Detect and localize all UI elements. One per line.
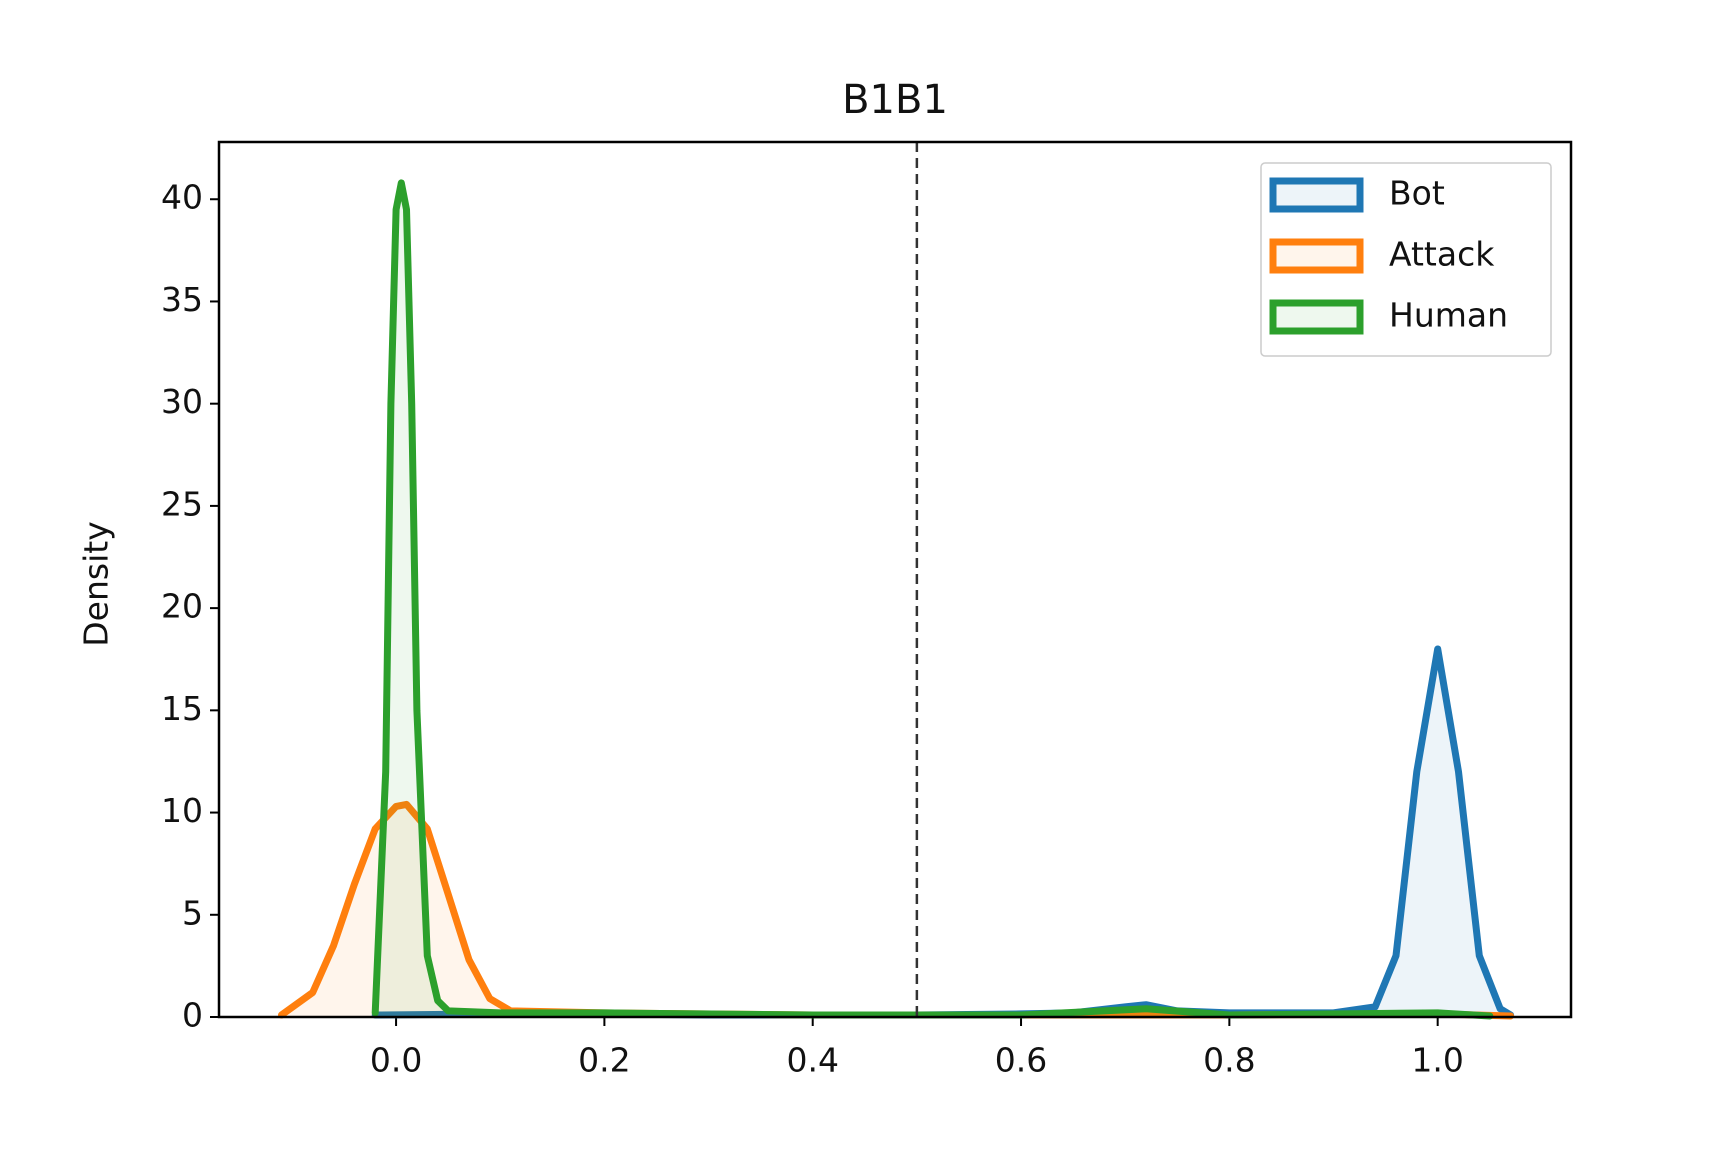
legend-label: Attack <box>1389 235 1495 274</box>
x-tick-label: 0.6 <box>995 1041 1047 1080</box>
density-line <box>371 645 1515 1019</box>
density-area <box>375 649 1511 1017</box>
legend-label: Bot <box>1389 174 1445 213</box>
y-axis-label: Density <box>77 521 116 646</box>
y-tick-label: 0 <box>182 996 203 1035</box>
y-tick-label: 20 <box>161 587 203 626</box>
y-tick-label: 25 <box>161 484 203 523</box>
density-line <box>371 179 1494 1020</box>
density-area <box>281 804 1511 1017</box>
legend-swatch <box>1269 238 1364 274</box>
legend-swatch <box>1269 177 1364 213</box>
legend-label: Human <box>1389 296 1508 335</box>
chart-title: B1B1 <box>842 77 948 123</box>
plot-frame <box>217 140 1573 1019</box>
x-tick-label: 0.4 <box>786 1041 838 1080</box>
y-tick-label: 15 <box>161 689 203 728</box>
y-tick-label: 10 <box>161 791 203 830</box>
x-tick-label: 0.0 <box>370 1041 422 1080</box>
x-tick-label: 1.0 <box>1411 1041 1463 1080</box>
x-tick-label: 0.8 <box>1203 1041 1255 1080</box>
x-tick-label: 0.2 <box>578 1041 630 1080</box>
y-tick-label: 35 <box>161 280 203 319</box>
y-tick-label: 40 <box>161 178 203 217</box>
y-tick-label: 5 <box>182 893 203 932</box>
y-tick-label: 30 <box>161 382 203 421</box>
legend-swatch <box>1269 299 1364 335</box>
